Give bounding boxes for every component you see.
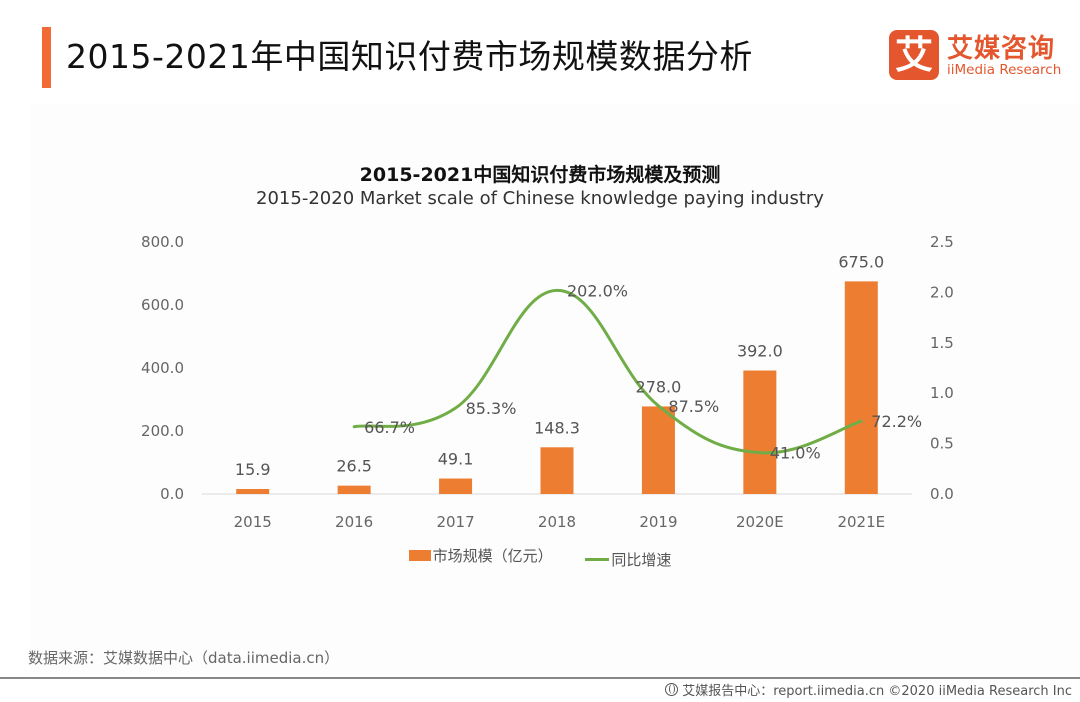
footer: 艾媒报告中心：report.iimedia.cn ©2020 iiMedia R… — [665, 680, 1072, 699]
bar-market-scale — [439, 478, 473, 494]
line-growth-rate — [352, 288, 863, 455]
y-left-tick-label: 400.0 — [141, 359, 184, 377]
x-tick-label: 2019 — [639, 513, 677, 531]
y-right-tick-label: 1.5 — [930, 334, 954, 352]
logo-name-en: iiMedia Research — [947, 62, 1062, 78]
line-data-label: 41.0% — [770, 444, 821, 463]
y-right-tick-label: 2.0 — [930, 283, 954, 301]
bar-market-scale — [641, 406, 675, 494]
line-data-label: 85.3% — [466, 399, 517, 418]
data-source: 数据来源：艾媒数据中心（data.iimedia.cn） — [28, 649, 340, 667]
line-data-label: 202.0% — [567, 281, 628, 300]
legend-item-growth: 同比增速 — [585, 549, 671, 570]
y-left-tick-label: 600.0 — [141, 296, 184, 314]
bar-data-label: 392.0 — [737, 342, 783, 361]
x-tick-label: 2015 — [234, 513, 272, 531]
y-left-tick-label: 0.0 — [160, 485, 184, 503]
x-tick-label: 2017 — [436, 513, 474, 531]
legend-label-growth: 同比增速 — [611, 551, 672, 569]
logo-icon: 艾 — [889, 30, 939, 80]
bar-data-label: 26.5 — [336, 457, 372, 476]
y-right-tick-label: 0.0 — [930, 485, 954, 503]
bar-data-label: 278.0 — [636, 377, 682, 396]
legend-bar-swatch — [408, 550, 431, 561]
footer-divider — [0, 677, 1080, 679]
x-tick-label: 2016 — [335, 513, 373, 531]
y-right-tick-label: 0.5 — [930, 435, 954, 453]
x-tick-label: 2020E — [736, 513, 784, 531]
iimedia-logo: 艾 艾媒咨询 iiMedia Research — [889, 30, 1069, 82]
bar-data-label: 675.0 — [838, 252, 884, 271]
chart-subtitle: 2015-2020 Market scale of Chinese knowle… — [256, 188, 824, 209]
legend-label-market-scale: 市场规模（亿元） — [432, 547, 553, 565]
bar-market-scale — [743, 370, 777, 494]
line-data-label: 66.7% — [364, 418, 415, 437]
x-tick-label: 2021E — [837, 513, 885, 531]
y-left-tick-label: 800.0 — [141, 233, 184, 251]
page-title: 2015-2021年中国知识付费市场规模数据分析 — [66, 37, 753, 76]
legend-item-market-scale: 市场规模（亿元） — [408, 545, 553, 566]
footer-text: 艾媒报告中心：report.iimedia.cn ©2020 iiMedia R… — [682, 684, 1072, 699]
bar-market-scale — [540, 447, 574, 494]
bar-market-scale — [844, 281, 878, 494]
bar-data-label: 148.3 — [534, 418, 580, 437]
bar-data-label: 49.1 — [438, 450, 474, 469]
chart-panel — [30, 104, 1080, 674]
line-data-label: 72.2% — [871, 412, 922, 431]
y-left-tick-label: 200.0 — [141, 422, 184, 440]
bar-market-scale — [236, 488, 270, 494]
legend-line-swatch — [585, 558, 610, 561]
x-tick-label: 2018 — [538, 513, 576, 531]
chart-legend: 市场规模（亿元） 同比增速 — [0, 545, 1080, 570]
chart-title: 2015-2021中国知识付费市场规模及预测 — [359, 164, 721, 186]
bar-data-label: 15.9 — [235, 460, 271, 479]
globe-icon — [665, 683, 679, 696]
line-data-label: 87.5% — [668, 397, 719, 416]
bar-market-scale — [337, 485, 371, 494]
title-accent-bar — [42, 27, 51, 88]
y-right-tick-label: 1.0 — [930, 384, 954, 402]
y-right-tick-label: 2.5 — [930, 233, 954, 251]
logo-name-cn: 艾媒咨询 — [947, 34, 1056, 64]
